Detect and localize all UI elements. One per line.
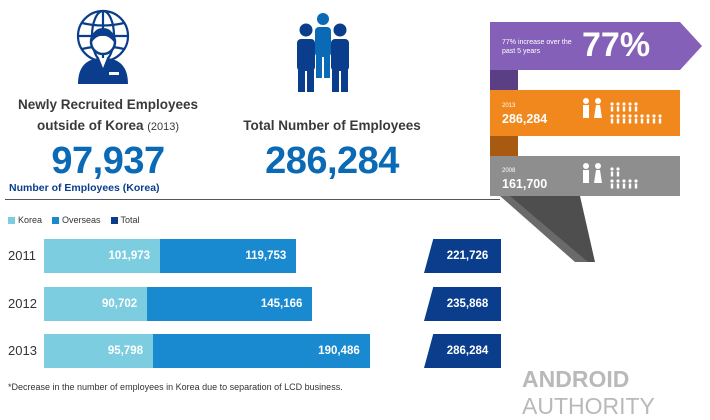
ribbon-2008-value: 161,700 [502,177,548,191]
ribbon-increase-pct: 77% [582,26,651,64]
recruited-label-year: (2013) [147,121,180,133]
total-box-2013: 286,284 [424,334,501,368]
legend-korea: Korea [8,215,42,225]
legend-overseas: Overseas [52,215,101,225]
bar-korea-2012: 90,702 [44,287,148,321]
legend-total-swatch [110,217,118,225]
bar-overseas-2013: 190,486 [153,334,370,368]
legend-overseas-swatch [52,217,60,225]
total-box-2011: 221,726 [424,239,501,273]
people-2013-icons [583,98,662,124]
section-divider [5,199,500,200]
watermark: ANDROID AUTHORITY [522,366,710,420]
bar-overseas-2011: 119,753 [160,239,297,273]
stacked-bar-2012: 90,702 145,166 [44,287,313,321]
growth-ribbon [490,22,702,262]
legend-total-label: Total [120,215,140,225]
legend-korea-label: Korea [18,215,43,225]
bar-korea-2013: 95,798 [44,334,153,368]
recruited-label-line2: outside of Korea [36,118,144,133]
year-label-2012: 2012 [8,296,37,311]
people-2008-icons [583,163,638,189]
ribbon-2013-label: 2013 [502,103,516,109]
ribbon-2013-value: 286,284 [502,112,548,126]
bar-overseas-2012: 145,166 [147,287,313,321]
year-label-2011: 2011 [8,248,36,263]
global-employee-icon [76,9,130,84]
recruited-label: Newly Recruited Employees outside of Kor… [8,94,208,138]
watermark-part1: ANDROID [522,366,630,392]
people-group-icon [297,13,349,92]
stacked-bar-2011: 101,973 119,753 [44,239,297,273]
legend-total: Total [110,215,140,225]
bar-korea-2011: 101,973 [44,239,161,273]
recruited-label-line1: Newly Recruited Employees [17,97,199,112]
ribbon-increase-text: 77% increase over the past 5 years [502,39,572,55]
legend-overseas-label: Overseas [62,215,101,225]
year-label-2013: 2013 [8,343,37,358]
legend-korea-swatch [8,217,15,225]
footnote: *Decrease in the number of employees in … [8,382,343,392]
stacked-bar-2013: 95,798 190,486 [44,334,370,368]
recruited-value: 97,937 [51,140,165,182]
total-box-2012: 235,868 [424,287,501,321]
section-title: Number of Employees (Korea) [9,182,160,194]
chart-legend: Korea Overseas Total [8,215,140,225]
ribbon-2008-label: 2008 [502,168,516,174]
watermark-part2: AUTHORITY [522,393,655,419]
total-label: Total Number of Employees [243,118,421,133]
total-value: 286,284 [265,140,399,182]
